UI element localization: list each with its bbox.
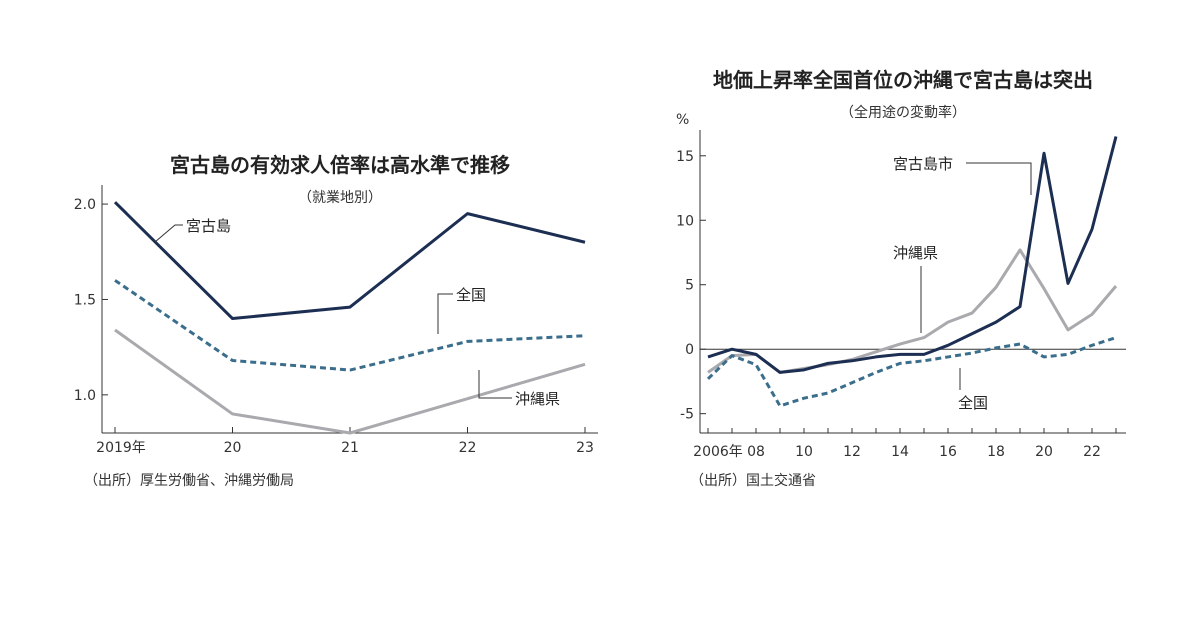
chart1-ytick-label: 1.5 bbox=[74, 292, 96, 308]
chart1-series-line bbox=[113, 201, 586, 321]
chart2-xtick-label: 2006年 bbox=[693, 444, 743, 460]
chart2-label-national: 全国 bbox=[958, 394, 988, 412]
chart2-ytick-label: -5 bbox=[680, 407, 694, 423]
chart1-ytick-label: 1.0 bbox=[74, 388, 96, 404]
chart2-xtick-label: 20 bbox=[1035, 444, 1053, 460]
chart2-xtick-label: 08 bbox=[747, 444, 765, 460]
chart2-xtick-label: 16 bbox=[939, 444, 957, 460]
chart1-source: （出所）厚生労働省、沖縄労働局 bbox=[84, 473, 294, 489]
chart2-title: 地価上昇率全国首位の沖縄で宮古島は突出 bbox=[713, 68, 1093, 92]
chart1-label-leader-national bbox=[437, 293, 453, 334]
chart2-label-miyakojima: 宮古島市 bbox=[893, 155, 953, 173]
chart1-title: 宮古島の有効求人倍率は高水準で推移 bbox=[170, 153, 510, 177]
chart1-ytick-label: 2.0 bbox=[74, 197, 96, 213]
chart1-xtick-label: 20 bbox=[224, 440, 242, 456]
chart1-label-okinawa: 沖縄県 bbox=[515, 390, 560, 408]
chart-job-openings: 宮古島の有効求人倍率は高水準で推移 （就業地別） 2.0 1.5 1.0 2019年… bbox=[74, 153, 598, 489]
chart2-source: （出所）国土交通省 bbox=[690, 472, 816, 489]
chart2-xtick-label: 10 bbox=[795, 444, 813, 460]
chart1-xtick-label: 21 bbox=[341, 440, 359, 456]
chart2-series-line bbox=[706, 336, 1117, 408]
chart-land-price: 地価上昇率全国首位の沖縄で宮古島は突出 （全用途の変動率） % 15 10 5 0 -5… bbox=[676, 68, 1126, 489]
chart2-ytick-label: 15 bbox=[676, 149, 694, 165]
chart1-xtick-label: 23 bbox=[576, 440, 594, 456]
chart2-xtick-label: 18 bbox=[987, 444, 1005, 460]
chart2-label-okinawa: 沖縄県 bbox=[893, 244, 938, 262]
chart1-subtitle: （就業地別） bbox=[298, 190, 382, 206]
chart1-xtick-label: 22 bbox=[459, 440, 477, 456]
chart2-series-line bbox=[707, 136, 1118, 374]
chart2-ytick-label: 10 bbox=[676, 213, 694, 229]
chart1-label-national: 全国 bbox=[456, 286, 486, 304]
chart1-label-leader-miyakojima bbox=[154, 224, 183, 243]
chart1-label-miyakojima: 宮古島 bbox=[186, 217, 231, 235]
chart2-xtick-label: 22 bbox=[1083, 444, 1101, 460]
chart2-ytick-label: 5 bbox=[685, 278, 694, 294]
chart2-subtitle: （全用途の変動率） bbox=[840, 104, 966, 121]
chart2-ytick-label: 0 bbox=[685, 342, 694, 358]
chart2-xtick-label: 14 bbox=[891, 444, 909, 460]
chart2-xtick-label: 12 bbox=[843, 444, 861, 460]
chart1-label-leader-okinawa bbox=[478, 370, 512, 399]
chart2-label-leader-miyakojima bbox=[966, 162, 1032, 195]
chart1-series-line bbox=[114, 328, 586, 435]
chart2-unit-label: % bbox=[676, 112, 689, 128]
chart1-series-line bbox=[114, 279, 586, 372]
chart1-xtick-label: 2019年 bbox=[96, 440, 146, 456]
